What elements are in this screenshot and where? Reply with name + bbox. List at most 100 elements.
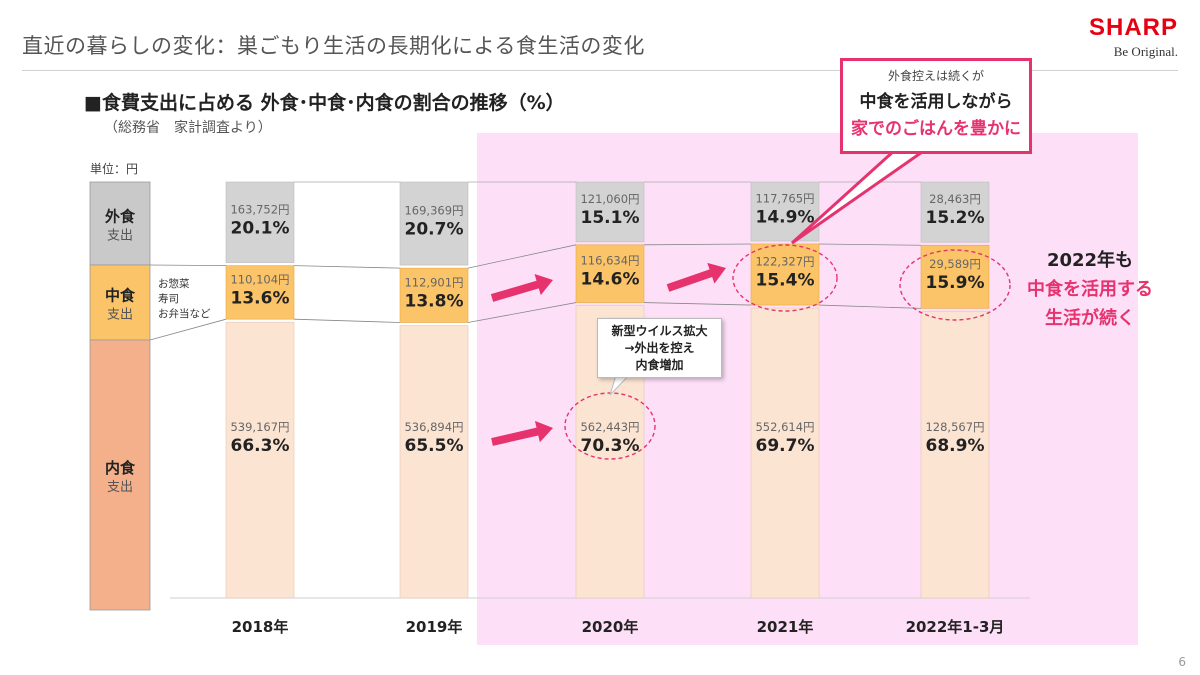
bar-3-seg-1-yen: 122,327円 [755, 255, 814, 269]
connector-bottom-3 [818, 304, 922, 309]
connector-bottom-2 [643, 302, 752, 306]
bar-1-seg-0 [399, 181, 469, 266]
bar-3-seg-2-pct: 69.7% [756, 436, 815, 456]
bar-3-seg-0-yen: 117,765円 [755, 191, 814, 205]
callout-box: 外食控えは続くが 中食を活用しながら 家でのごはんを豊かに [840, 58, 1032, 154]
note-2022-line-3: 生活が続く [1045, 308, 1135, 329]
bar-0-seg-2 [225, 321, 295, 599]
x-tick-label-0: 2018年 [232, 618, 289, 636]
chart-source: （総務省 家計調査より） [104, 120, 272, 136]
legend-swatch-2 [89, 339, 151, 611]
logo-brand-text: SHARP [1088, 14, 1178, 41]
bar-4-seg-2-pct: 68.9% [926, 436, 985, 456]
bar-1-seg-2-pct: 65.5% [405, 436, 464, 456]
bar-1-seg-1-pct: 13.8% [405, 291, 464, 311]
bar-0-seg-1 [225, 265, 295, 320]
covid-note-line-1: 新型ウイルス拡大 [611, 324, 708, 338]
bar-1-seg-2-yen: 536,894円 [404, 420, 463, 434]
page-number: 6 [1178, 655, 1186, 669]
bar-3-seg-2-yen: 552,614円 [755, 420, 814, 434]
bar-4-seg-1-pct: 15.9% [926, 273, 985, 293]
callout-line-2: 中食を活用しながら [859, 92, 1013, 112]
arrow-nakashoku-2020-2021-shape [666, 262, 727, 292]
bar-0-seg-0-pct: 20.1% [231, 218, 290, 238]
connector-bottom-1 [467, 302, 577, 323]
bar-0-seg-0 [225, 181, 295, 263]
bar-0-seg-2-pct: 66.3% [231, 436, 290, 456]
bar-2-seg-1-yen: 116,634円 [580, 254, 639, 268]
covid-note-line-2: →外出を控え [624, 341, 695, 355]
bar-0-seg-1-pct: 13.6% [231, 288, 290, 308]
bar-1-seg-2 [399, 325, 469, 599]
legend-connector-bottom [149, 318, 227, 341]
legend-name-0: 外食 [104, 208, 136, 226]
chart-heading: ■食費支出に占める 外食･中食･内食の割合の推移（%） [84, 92, 565, 114]
bar-1-seg-0-pct: 20.7% [405, 220, 464, 240]
legend-name-1: 中食 [105, 287, 136, 305]
x-tick-label-1: 2019年 [406, 618, 463, 636]
page-title: 直近の暮らしの変化：巣ごもり生活の長期化による食生活の変化 [22, 34, 645, 58]
callout-line-1: 外食控えは続くが [887, 69, 984, 83]
bar-2-seg-2-yen: 562,443円 [580, 420, 639, 434]
sharp-logo: SHARP Be Original. [1089, 14, 1178, 60]
bar-2-seg-0-pct: 15.1% [581, 208, 640, 228]
connector-top-0 [293, 265, 401, 269]
bar-3-seg-2 [750, 307, 820, 599]
x-tick-label-4: 2022年1-3月 [906, 618, 1005, 636]
legend-sub-0: 支出 [107, 229, 133, 244]
legend-swatch-0 [89, 181, 151, 266]
unit-label: 単位：円 [90, 162, 139, 176]
connector-top-3 [818, 243, 922, 246]
nakashoku-note-1: 寿司 [158, 292, 179, 305]
bar-4-seg-2 [920, 311, 990, 599]
note-2022-line-2: 中食を活用する [1027, 279, 1153, 300]
legend-name-2: 内食 [105, 459, 136, 477]
bar-3-seg-0-pct: 14.9% [756, 207, 815, 227]
connector-top-1 [467, 244, 577, 269]
bar-4-seg-2-yen: 128,567円 [925, 420, 984, 434]
legend-sub-2: 支出 [107, 480, 133, 495]
logo-tagline: Be Original. [1113, 44, 1178, 59]
bar-4-seg-1-yen: 29,589円 [929, 257, 981, 271]
arrow-nakashoku-2019-2020 [490, 273, 554, 302]
covid-note-line-3: 内食増加 [635, 358, 684, 372]
bar-2-seg-2-pct: 70.3% [581, 436, 640, 456]
x-tick-label-2: 2020年 [582, 618, 639, 636]
bar-3-seg-1-pct: 15.4% [756, 271, 815, 291]
bar-0-seg-1-yen: 110,104円 [230, 272, 289, 286]
covid-note-box: 新型ウイルス拡大 →外出を控え 内食増加 [597, 318, 722, 378]
note-2022: 2022年も 中食を活用する 生活が続く [1010, 246, 1170, 330]
highlight-ellipse-2021-nakashoku [732, 244, 838, 312]
note-2022-line-1: 2022年も [1046, 250, 1134, 271]
bar-0-seg-0-yen: 163,752円 [230, 202, 289, 216]
nakashoku-note-0: お惣菜 [158, 277, 190, 290]
bar-2-seg-1 [575, 244, 645, 303]
bar-1-seg-0-yen: 169,369円 [404, 204, 463, 218]
bar-1-seg-1-yen: 112,901円 [404, 275, 463, 289]
bar-3-seg-1 [750, 243, 820, 306]
bar-4-seg-1 [920, 244, 990, 309]
arrow-uchishoku-2019-2020 [491, 420, 554, 446]
arrow-nakashoku-2020-2021 [666, 262, 727, 292]
callout-line-3: 家でのごはんを豊かに [851, 119, 1021, 139]
x-tick-label-3: 2021年 [757, 618, 814, 636]
bar-1-seg-1 [399, 267, 469, 323]
header-divider [22, 70, 1178, 71]
bar-2-seg-0-yen: 121,060円 [580, 192, 639, 206]
connector-top-2 [643, 243, 752, 246]
arrow-nakashoku-2019-2020-shape [490, 273, 554, 302]
bar-2-seg-1-pct: 14.6% [581, 270, 640, 290]
highlight-ellipse-2022-nakashoku [899, 249, 1011, 321]
connector-bottom-0 [293, 318, 401, 323]
nakashoku-note-2: お弁当など [158, 307, 211, 320]
bar-0-seg-2-yen: 539,167円 [230, 420, 289, 434]
highlight-ellipse-2020-uchishoku [564, 392, 656, 460]
bar-2-seg-0 [575, 181, 645, 243]
legend-sub-1: 支出 [107, 308, 133, 323]
bar-4-seg-0-pct: 15.2% [926, 208, 985, 228]
arrow-uchishoku-2019-2020-shape [491, 420, 554, 446]
legend-connector-top [149, 264, 227, 267]
bar-4-seg-0 [920, 181, 990, 243]
bar-4-seg-0-yen: 28,463円 [929, 192, 981, 206]
